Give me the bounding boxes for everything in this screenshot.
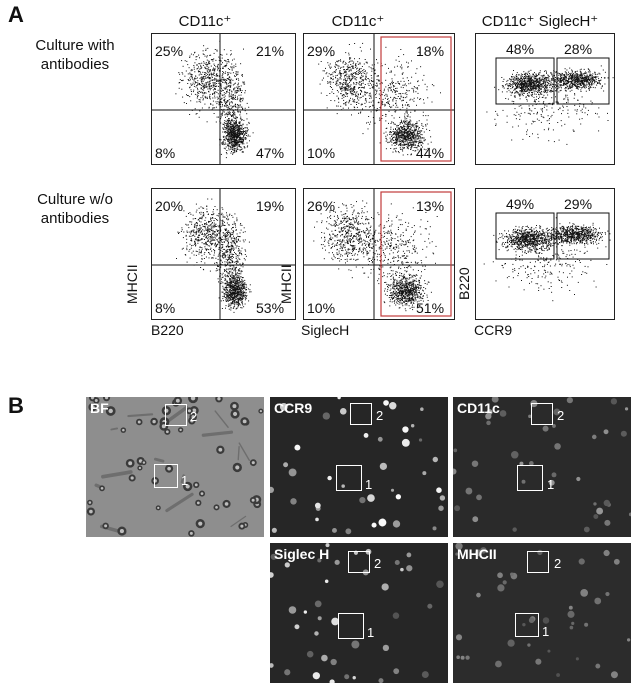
quadrant-ll-pct: 10% bbox=[307, 300, 336, 316]
quadrant-ur-pct: 18% bbox=[416, 43, 445, 59]
quadrant-lr-pct: 51% bbox=[416, 300, 445, 316]
micrograph-label: BF bbox=[90, 400, 109, 416]
gate-left-pct: 48% bbox=[506, 41, 535, 57]
quadrant-ur-pct: 13% bbox=[416, 198, 445, 214]
plot4-y-axis-label: MHCII bbox=[124, 264, 140, 304]
fluorescent-cells bbox=[455, 543, 631, 679]
row-label-2: Culture w/o antibodies bbox=[37, 191, 113, 227]
cell-box-1-number: 1 bbox=[181, 473, 189, 488]
cell-box-2 bbox=[350, 403, 372, 425]
quadrant-ul-pct: 29% bbox=[307, 43, 336, 59]
quadrant-lr-pct: 44% bbox=[416, 145, 445, 161]
gate-right-pct: 29% bbox=[564, 196, 593, 212]
plot4-x-axis-label: B220 bbox=[151, 322, 184, 338]
cell-box-2 bbox=[531, 403, 553, 425]
quadrant-lines bbox=[152, 189, 295, 319]
gate-left-pct: 49% bbox=[506, 196, 535, 212]
fluorescent-cells bbox=[453, 397, 631, 533]
cell-box-2-number: 2 bbox=[376, 408, 384, 423]
quadrant-lines bbox=[152, 34, 295, 164]
scatter-dots bbox=[486, 65, 614, 145]
micrograph-ccr9: CCR9 2 1 bbox=[270, 397, 448, 537]
fluorescent-cells bbox=[270, 397, 446, 535]
cell-box-1-number: 1 bbox=[367, 625, 375, 640]
quadrant-ll-pct: 8% bbox=[155, 300, 176, 316]
quadrant-lr-pct: 53% bbox=[256, 300, 285, 316]
cell-box-2-number: 2 bbox=[190, 409, 198, 424]
gate-boxes bbox=[495, 212, 610, 260]
quadrant-ul-pct: 26% bbox=[307, 198, 336, 214]
quadrant-lr-pct: 47% bbox=[256, 145, 285, 161]
cell-box-2-number: 2 bbox=[374, 556, 382, 571]
gate-right-pct: 28% bbox=[564, 41, 593, 57]
flow-plot-6: 49% 29% bbox=[475, 188, 615, 320]
scatter-dots bbox=[483, 217, 611, 302]
plot6-y-axis-label: B220 bbox=[456, 267, 472, 300]
cell-box-1-number: 1 bbox=[542, 624, 550, 639]
quadrant-lines bbox=[304, 34, 454, 164]
panel-b-letter: B bbox=[8, 393, 24, 418]
cell-box-1 bbox=[336, 465, 362, 491]
scatter-dots bbox=[176, 198, 252, 313]
quadrant-lines bbox=[304, 189, 454, 319]
micrograph-bf: BF 2 1 bbox=[86, 397, 264, 537]
brightfield-cells bbox=[86, 397, 264, 537]
cell-box-1 bbox=[338, 613, 364, 639]
plot6-x-axis-label: CCR9 bbox=[474, 322, 513, 338]
flow-plot-1: 25% 21% 8% 47% bbox=[151, 33, 296, 165]
micrograph-mhcii: MHCII 2 1 bbox=[453, 543, 631, 683]
micrograph-label: Siglec H bbox=[274, 546, 330, 562]
cell-box-2 bbox=[165, 404, 187, 426]
quadrant-ur-pct: 19% bbox=[256, 198, 285, 214]
plot5-x-axis-label: SiglecH bbox=[301, 322, 350, 338]
scatter-dots bbox=[318, 42, 441, 156]
cell-box-1-number: 1 bbox=[547, 477, 555, 492]
cell-box-1 bbox=[517, 465, 543, 491]
quadrant-ll-pct: 8% bbox=[155, 145, 176, 161]
cell-box-2-number: 2 bbox=[557, 408, 565, 423]
quadrant-ul-pct: 20% bbox=[155, 198, 184, 214]
micrograph-cd11c: CD11c 2 1 bbox=[453, 397, 631, 537]
gate-boxes bbox=[495, 57, 610, 105]
micrograph-label: MHCII bbox=[457, 546, 497, 562]
micrograph-label: CCR9 bbox=[274, 400, 313, 416]
flow-plot-3: 48% 28% bbox=[475, 33, 615, 165]
cell-box-1-number: 1 bbox=[365, 477, 373, 492]
micrograph-siglech: Siglec H 2 1 bbox=[270, 543, 448, 683]
cell-box-1 bbox=[515, 613, 539, 637]
column-title-3: CD11c⁺ SiglecH⁺ bbox=[481, 13, 599, 30]
cell-box-2 bbox=[527, 551, 549, 573]
flow-plot-4: 20% 19% 8% 53% bbox=[151, 188, 296, 320]
flow-plot-2: 29% 18% 10% 44% bbox=[303, 33, 455, 165]
micrograph-label: CD11c bbox=[457, 400, 500, 416]
cell-box-2-number: 2 bbox=[554, 556, 562, 571]
quadrant-ul-pct: 25% bbox=[155, 43, 184, 59]
fluorescent-cells bbox=[270, 543, 444, 683]
plot5-y-axis-label: MHCII bbox=[278, 264, 294, 304]
quadrant-ll-pct: 10% bbox=[307, 145, 336, 161]
panel-a-letter: A bbox=[8, 2, 24, 27]
cell-box-2 bbox=[348, 551, 370, 573]
scatter-dots bbox=[313, 200, 438, 312]
row-label-1: Culture with antibodies bbox=[35, 37, 115, 73]
column-title-1: CD11c⁺ bbox=[178, 13, 232, 30]
quadrant-ur-pct: 21% bbox=[256, 43, 285, 59]
flow-plot-5: 26% 13% 10% 51% bbox=[303, 188, 455, 320]
column-title-2: CD11c⁺ bbox=[331, 13, 385, 30]
cell-box-1 bbox=[154, 464, 178, 488]
